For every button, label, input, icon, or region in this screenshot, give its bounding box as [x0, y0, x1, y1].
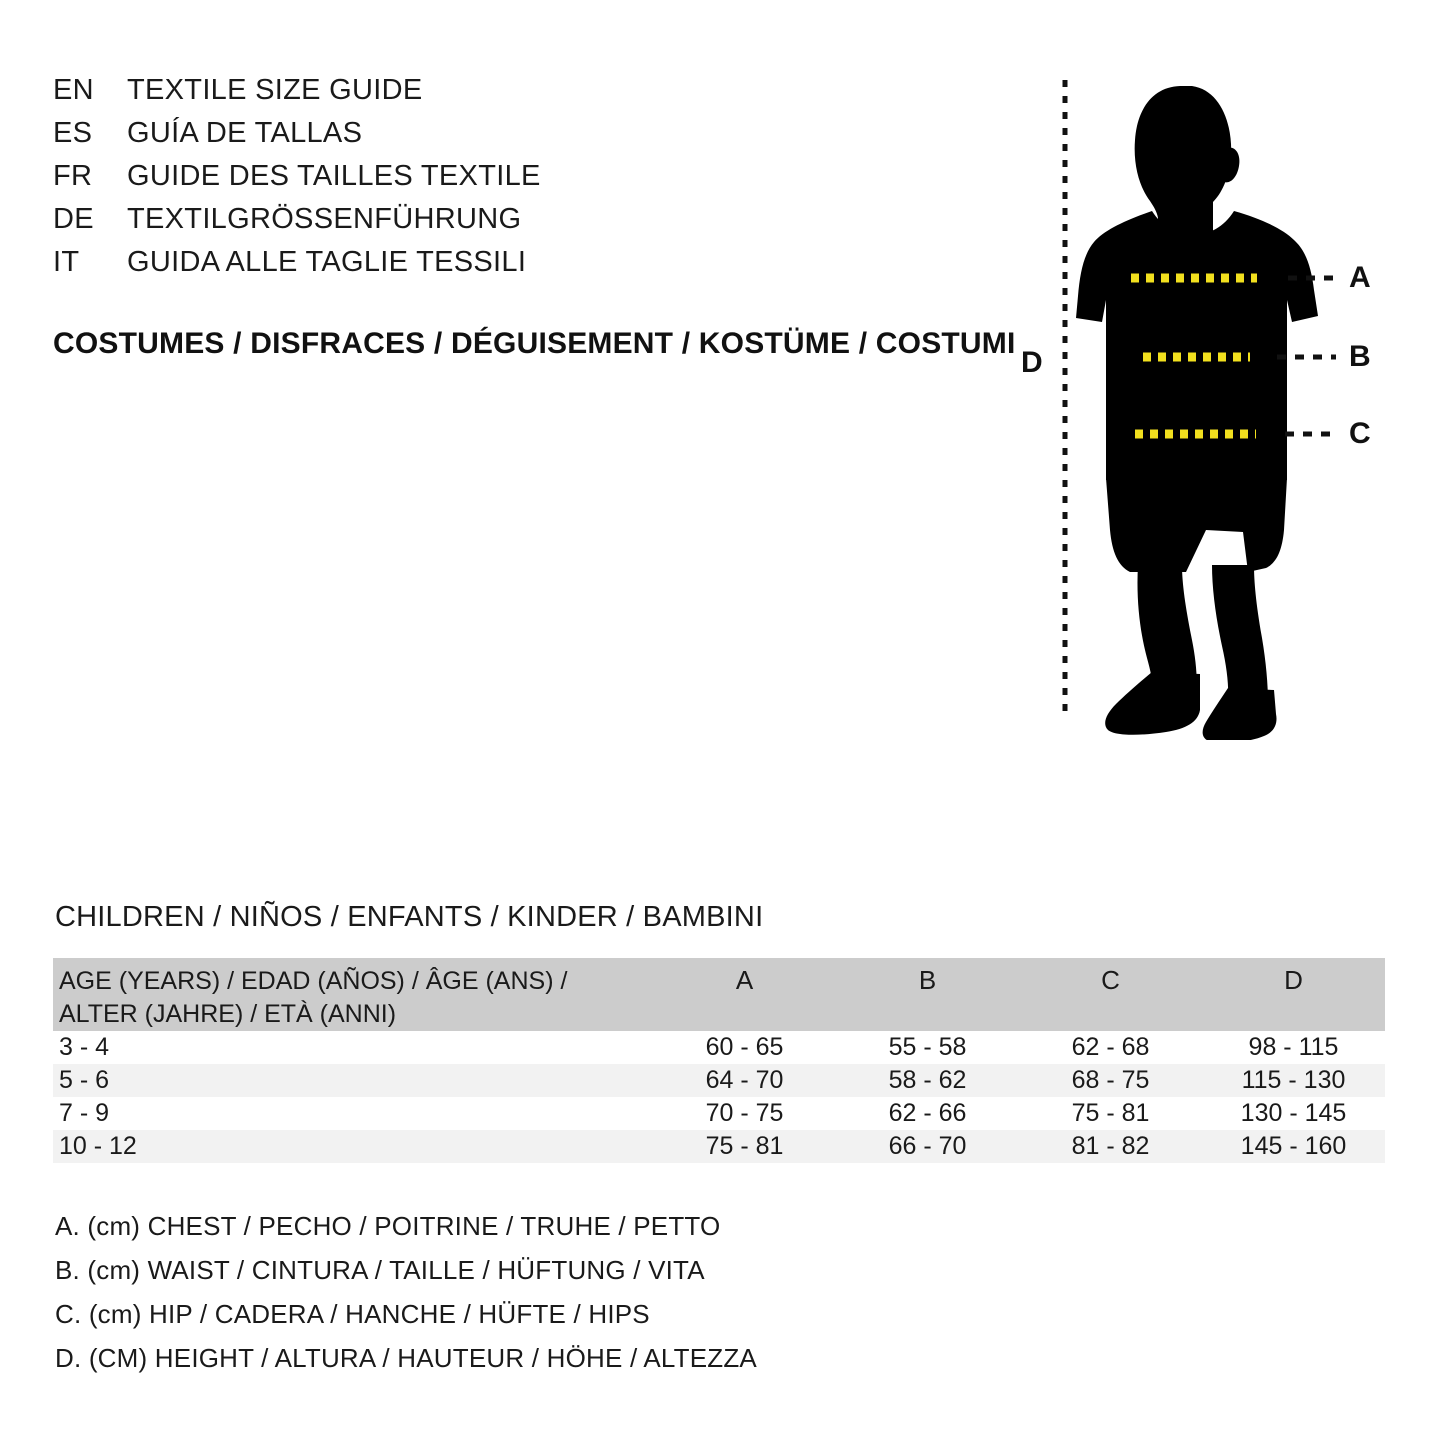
- cell-b: 55 - 58: [888, 1033, 967, 1061]
- cell-a: 64 - 70: [705, 1066, 784, 1094]
- cell-b: 58 - 62: [888, 1066, 967, 1094]
- size-table-head: AGE (YEARS) / EDAD (AÑOS) / ÂGE (ANS) / …: [53, 958, 1385, 1031]
- cell-a: 60 - 65: [705, 1033, 784, 1061]
- cell-c: 62 - 68: [1071, 1033, 1150, 1061]
- table-row: 5 - 6 64 - 70 58 - 62 68 - 75 115 - 130: [53, 1064, 1385, 1097]
- column-header-age-line1: AGE (YEARS) / EDAD (AÑOS) / ÂGE (ANS) /: [59, 967, 568, 995]
- column-header-c: C: [1101, 965, 1120, 995]
- marker-label-d: D: [1021, 346, 1043, 379]
- language-text-en: TEXTILE SIZE GUIDE: [127, 74, 423, 106]
- column-header-d: D: [1284, 965, 1303, 995]
- column-header-age-line2: ALTER (JAHRE) / ETÀ (ANNI): [59, 1000, 397, 1028]
- language-code-en: EN: [53, 74, 94, 106]
- language-row-de: DE TEXTILGRÖSSENFÜHRUNG: [53, 203, 541, 246]
- marker-label-b: B: [1349, 340, 1371, 373]
- measurement-figure-panel: A B C D: [1000, 60, 1420, 740]
- cell-d: 98 - 115: [1248, 1033, 1339, 1061]
- children-section-heading: CHILDREN / NIÑOS / ENFANTS / KINDER / BA…: [55, 901, 764, 933]
- size-table: AGE (YEARS) / EDAD (AÑOS) / ÂGE (ANS) / …: [53, 958, 1385, 1163]
- cell-c: 68 - 75: [1071, 1066, 1150, 1094]
- language-code-es: ES: [53, 117, 93, 149]
- language-text-it: GUIDA ALLE TAGLIE TESSILI: [127, 246, 527, 278]
- table-row: 3 - 4 60 - 65 55 - 58 62 - 68 98 - 115: [53, 1031, 1385, 1064]
- legend-row-c: C. (cm) HIP / CADERA / HANCHE / HÜFTE / …: [55, 1299, 650, 1329]
- size-table-body: 3 - 4 60 - 65 55 - 58 62 - 68 98 - 115 5…: [53, 1031, 1385, 1163]
- cell-b: 66 - 70: [888, 1132, 967, 1160]
- cell-age: 7 - 9: [59, 1099, 110, 1127]
- language-code-it: IT: [53, 246, 80, 278]
- cell-age: 3 - 4: [59, 1033, 110, 1061]
- cell-c: 81 - 82: [1071, 1132, 1150, 1160]
- column-header-b: B: [918, 965, 937, 995]
- cell-a: 75 - 81: [705, 1132, 784, 1160]
- column-header-age: AGE (YEARS) / EDAD (AÑOS) / ÂGE (ANS) / …: [53, 958, 653, 1031]
- measurement-legend: A. (cm) CHEST / PECHO / POITRINE / TRUHE…: [55, 1204, 757, 1380]
- size-table-header-row: AGE (YEARS) / EDAD (AÑOS) / ÂGE (ANS) / …: [53, 958, 1385, 1031]
- language-title-block: EN TEXTILE SIZE GUIDE ES GUÍA DE TALLAS …: [53, 74, 541, 289]
- legend-row-b: B. (cm) WAIST / CINTURA / TAILLE / HÜFTU…: [55, 1255, 705, 1285]
- language-text-es: GUÍA DE TALLAS: [127, 117, 363, 149]
- table-row: 10 - 12 75 - 81 66 - 70 81 - 82 145 - 16…: [53, 1130, 1385, 1163]
- cell-b: 62 - 66: [888, 1099, 967, 1127]
- marker-label-c: C: [1349, 417, 1371, 450]
- cell-age: 5 - 6: [59, 1066, 110, 1094]
- marker-label-a: A: [1349, 261, 1371, 294]
- language-code-fr: FR: [53, 160, 93, 192]
- cell-d: 115 - 130: [1241, 1066, 1346, 1094]
- cell-age: 10 - 12: [59, 1132, 137, 1160]
- category-line: COSTUMES / DISFRACES / DÉGUISEMENT / KOS…: [53, 327, 1016, 360]
- cell-d: 145 - 160: [1240, 1132, 1347, 1160]
- legend-row-a: A. (cm) CHEST / PECHO / POITRINE / TRUHE…: [55, 1211, 721, 1241]
- language-row-it: IT GUIDA ALLE TAGLIE TESSILI: [53, 246, 541, 289]
- child-silhouette-diagram: [1062, 80, 1336, 740]
- language-text-de: TEXTILGRÖSSENFÜHRUNG: [127, 203, 522, 235]
- language-row-fr: FR GUIDE DES TAILLES TEXTILE: [53, 160, 541, 203]
- column-header-a: A: [735, 965, 754, 995]
- cell-a: 70 - 75: [705, 1099, 784, 1127]
- language-row-en: EN TEXTILE SIZE GUIDE: [53, 74, 541, 117]
- legend-row-d: D. (CM) HEIGHT / ALTURA / HAUTEUR / HÖHE…: [55, 1343, 757, 1373]
- table-row: 7 - 9 70 - 75 62 - 66 75 - 81 130 - 145: [53, 1097, 1385, 1130]
- language-text-fr: GUIDE DES TAILLES TEXTILE: [127, 160, 541, 192]
- language-row-es: ES GUÍA DE TALLAS: [53, 117, 541, 160]
- silhouette-body: [1076, 86, 1318, 740]
- cell-d: 130 - 145: [1240, 1099, 1347, 1127]
- cell-c: 75 - 81: [1071, 1099, 1150, 1127]
- language-code-de: DE: [53, 203, 94, 235]
